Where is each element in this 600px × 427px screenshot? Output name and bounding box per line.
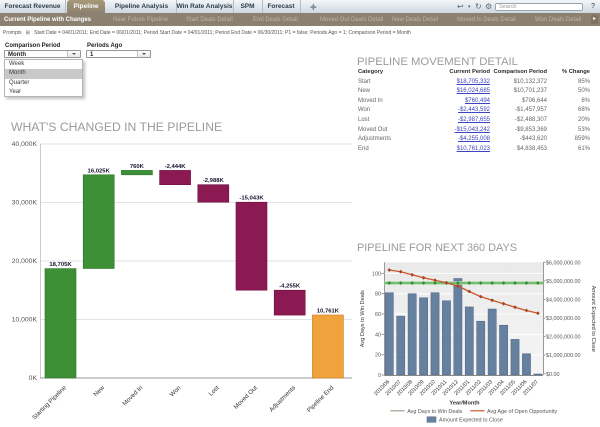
svg-text:20,000K: 20,000K: [12, 258, 38, 265]
svg-text:Moved Out: Moved Out: [233, 384, 260, 411]
svg-text:30,000K: 30,000K: [12, 200, 38, 207]
svg-text:60: 60: [375, 312, 381, 318]
svg-text:Avg Days to Win Deals: Avg Days to Win Deals: [407, 409, 462, 415]
svg-text:Amount Expected to Close: Amount Expected to Close: [590, 286, 596, 352]
svg-text:Starting Pipeline: Starting Pipeline: [31, 384, 68, 421]
svg-text:16,025K: 16,025K: [88, 168, 111, 174]
svg-text:$0.00: $0.00: [546, 372, 560, 378]
svg-text:760K: 760K: [130, 164, 145, 170]
svg-text:10,761K: 10,761K: [317, 309, 340, 315]
svg-text:Avg Age of Open Opportunity: Avg Age of Open Opportunity: [487, 409, 557, 415]
svg-text:Amount Expected to Close: Amount Expected to Close: [439, 417, 503, 423]
svg-text:40: 40: [375, 332, 381, 338]
svg-text:20: 20: [375, 353, 381, 359]
svg-text:$5,000,000.00: $5,000,000.00: [546, 279, 580, 285]
svg-text:0K: 0K: [29, 375, 38, 382]
svg-text:Moved In: Moved In: [121, 384, 144, 407]
svg-text:$2,000,000.00: $2,000,000.00: [546, 335, 580, 341]
svg-text:$3,000,000.00: $3,000,000.00: [546, 316, 580, 322]
svg-text:$6,000,000.00: $6,000,000.00: [546, 260, 580, 266]
svg-text:10,000K: 10,000K: [12, 317, 38, 324]
svg-text:New: New: [92, 384, 106, 398]
svg-text:40,000K: 40,000K: [12, 141, 38, 148]
svg-text:$4,000,000.00: $4,000,000.00: [546, 298, 580, 304]
svg-text:-2,988K: -2,988K: [203, 178, 225, 184]
svg-text:Year/Month: Year/Month: [449, 401, 480, 407]
svg-text:-2,444K: -2,444K: [165, 164, 187, 170]
svg-text:-4,255K: -4,255K: [279, 284, 301, 290]
svg-text:-15,043K: -15,043K: [239, 196, 264, 202]
svg-text:Won: Won: [169, 384, 183, 398]
svg-text:100: 100: [372, 271, 381, 277]
svg-text:18,705K: 18,705K: [49, 262, 72, 268]
svg-text:Adjustments: Adjustments: [268, 384, 297, 413]
svg-text:Lost: Lost: [207, 384, 220, 397]
svg-text:$1,000,000.00: $1,000,000.00: [546, 353, 580, 359]
svg-text:80: 80: [375, 292, 381, 298]
svg-text:Pipeline End: Pipeline End: [306, 384, 336, 414]
svg-text:Avg Days to Win Deals: Avg Days to Win Deals: [360, 290, 366, 347]
svg-text:0: 0: [378, 373, 381, 379]
